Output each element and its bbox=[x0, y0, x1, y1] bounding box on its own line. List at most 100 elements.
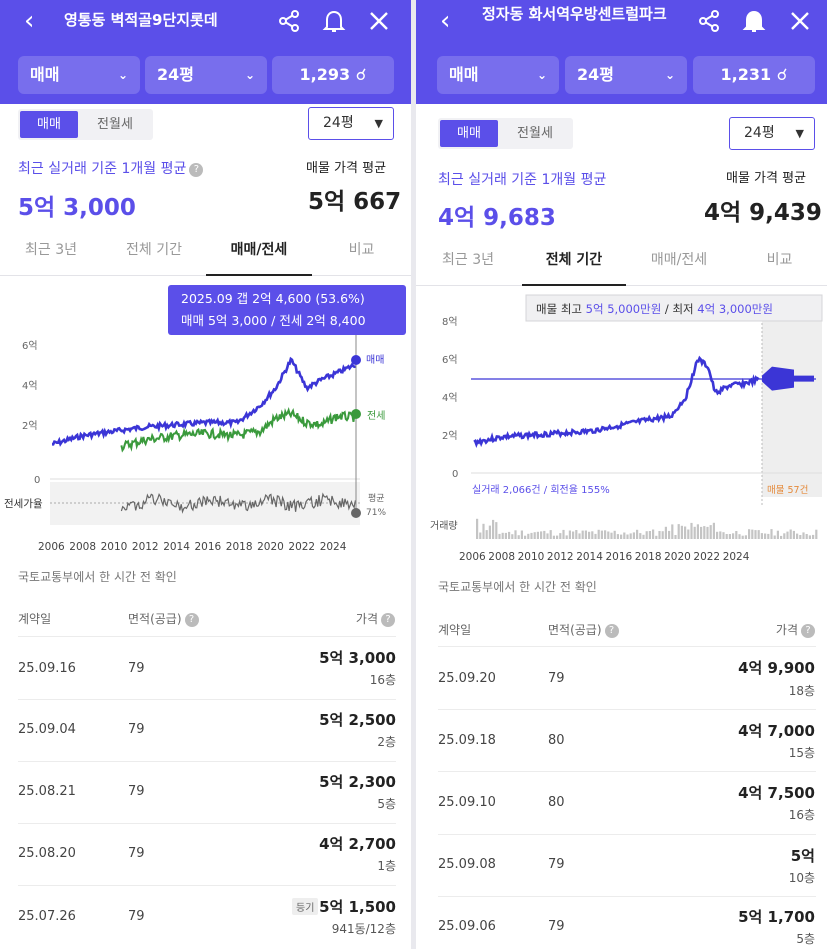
volume-bar bbox=[760, 533, 763, 539]
volume-bar bbox=[511, 534, 514, 539]
back-icon[interactable]: ‹ bbox=[440, 6, 451, 36]
col-price: 가격? bbox=[776, 621, 815, 638]
tab-all-period[interactable]: 전체 기간 bbox=[126, 242, 182, 258]
volume-bar bbox=[770, 529, 773, 539]
row-date: 25.09.18 bbox=[438, 733, 496, 748]
x-tick-label: 2020 bbox=[257, 541, 284, 553]
size-select[interactable]: 24평 ⌄ bbox=[145, 56, 267, 94]
chevron-down-icon: ⌄ bbox=[664, 68, 675, 82]
deal-type-select[interactable]: 매매 ⌄ bbox=[437, 56, 559, 94]
volume-bar bbox=[552, 535, 555, 539]
tab-all-period[interactable]: 전체 기간 bbox=[522, 240, 626, 286]
caret-down-icon: ▼ bbox=[374, 117, 383, 130]
x-tick-label: 2014 bbox=[163, 541, 190, 553]
row-area: 80 bbox=[548, 795, 565, 810]
volume-bar bbox=[648, 531, 651, 539]
col-date: 계약일 bbox=[438, 623, 472, 637]
tab-recent-3y[interactable]: 최근 3년 bbox=[442, 252, 494, 268]
volume-bar bbox=[591, 531, 594, 539]
close-icon[interactable] bbox=[366, 8, 392, 34]
search-count-button[interactable]: 1,293 ☌ bbox=[272, 56, 394, 94]
segment-sale[interactable]: 매매 bbox=[440, 120, 498, 147]
row-floor: 10층 bbox=[788, 871, 815, 885]
volume-bar bbox=[805, 534, 808, 539]
segment-sale[interactable]: 매매 bbox=[20, 111, 78, 138]
row-price: 5억 bbox=[790, 847, 815, 865]
volume-bar bbox=[696, 524, 699, 539]
help-icon[interactable]: ? bbox=[189, 163, 204, 177]
volume-bar bbox=[802, 532, 805, 539]
sale-line bbox=[473, 355, 760, 448]
row-area: 79 bbox=[128, 784, 145, 799]
volume-bar bbox=[517, 535, 520, 539]
volume-bar bbox=[773, 535, 776, 539]
volume-bar bbox=[498, 533, 501, 539]
listing-average-label: 매물 가격 평균 bbox=[306, 161, 387, 176]
x-tick-label: 2024 bbox=[320, 541, 347, 553]
recent-average-label: 최근 실거래 기준 1개월 평균? bbox=[18, 158, 204, 178]
volume-bar bbox=[629, 533, 632, 539]
x-tick-label: 2006 bbox=[38, 541, 65, 553]
row-date: 25.07.26 bbox=[18, 909, 76, 924]
segment-rent[interactable]: 전월세 bbox=[97, 117, 133, 132]
bell-icon[interactable] bbox=[321, 8, 347, 34]
volume-bar bbox=[732, 533, 735, 539]
size-dropdown[interactable]: 24평 ▼ bbox=[308, 107, 394, 140]
x-tick-label: 2010 bbox=[518, 551, 545, 563]
help-icon[interactable]: ? bbox=[184, 613, 199, 627]
listing-tooltip-text: 매물 최고 5억 5,000만원 / 최저 4억 3,000만원 bbox=[536, 302, 773, 316]
share-icon[interactable] bbox=[276, 8, 302, 34]
x-tick-label: 2022 bbox=[693, 551, 720, 563]
volume-bar bbox=[485, 530, 488, 539]
tab-recent-3y[interactable]: 최근 3년 bbox=[25, 242, 77, 258]
recent-average-value: 4억 9,683 bbox=[438, 205, 556, 231]
volume-bar bbox=[597, 529, 600, 539]
row-area: 79 bbox=[548, 857, 565, 872]
deal-type-select[interactable]: 매매 ⌄ bbox=[18, 56, 140, 94]
volume-bar bbox=[613, 530, 616, 539]
volume-bar bbox=[792, 530, 795, 539]
volume-bar bbox=[488, 525, 491, 539]
chart-tooltip bbox=[168, 285, 406, 335]
help-icon[interactable]: ? bbox=[604, 624, 619, 638]
volume-bar bbox=[799, 535, 802, 539]
ratio-average-value: 71% bbox=[366, 508, 386, 518]
panel-divider bbox=[411, 0, 416, 949]
volume-bar bbox=[664, 526, 667, 539]
row-date: 25.09.06 bbox=[438, 919, 496, 934]
size-select[interactable]: 24평 ⌄ bbox=[565, 56, 687, 94]
registered-badge: 등기 bbox=[292, 898, 319, 915]
tab-sale-jeonse[interactable]: 매매/전세 bbox=[206, 230, 312, 276]
volume-bar bbox=[757, 530, 760, 539]
search-count-button[interactable]: 1,231 ☌ bbox=[693, 56, 815, 94]
volume-bar bbox=[786, 531, 789, 539]
size-dropdown[interactable]: 24평 ▼ bbox=[729, 117, 815, 150]
help-icon[interactable]: ? bbox=[381, 613, 395, 627]
price-chart[interactable]: 매물 최고 5억 5,000만원 / 최저 4억 3,000만원 8억 6억 4… bbox=[416, 287, 827, 577]
bell-filled-icon[interactable] bbox=[741, 8, 767, 34]
volume-bar bbox=[645, 531, 648, 539]
volume-bar bbox=[716, 531, 719, 539]
row-date: 25.08.21 bbox=[18, 784, 76, 799]
share-icon[interactable] bbox=[696, 8, 722, 34]
chevron-down-icon: ⌄ bbox=[117, 68, 128, 82]
volume-bar bbox=[479, 532, 482, 539]
close-icon[interactable] bbox=[787, 8, 813, 34]
tab-compare[interactable]: 비교 bbox=[766, 252, 793, 268]
listing-count: 매물 57건 bbox=[767, 485, 808, 496]
volume-bar bbox=[700, 526, 703, 539]
tab-compare[interactable]: 비교 bbox=[348, 242, 375, 258]
volume-bar bbox=[812, 534, 815, 539]
y-label: 6억 bbox=[22, 340, 38, 352]
help-icon[interactable]: ? bbox=[801, 624, 815, 638]
price-chart[interactable]: 2025.09 갭 2억 4,600 (53.6%) 매매 5억 3,000 /… bbox=[0, 277, 411, 557]
row-date: 25.08.20 bbox=[18, 846, 76, 861]
caret-down-icon: ▼ bbox=[795, 127, 804, 140]
back-icon[interactable]: ‹ bbox=[24, 6, 35, 36]
segment-rent[interactable]: 전월세 bbox=[517, 126, 553, 141]
apartment-title: 영통동 벽적골9단지롯데 bbox=[64, 11, 218, 29]
tab-sale-jeonse[interactable]: 매매/전세 bbox=[650, 252, 708, 268]
row-date: 25.09.10 bbox=[438, 795, 496, 810]
deal-segment: 매매 전월세 bbox=[438, 118, 573, 149]
